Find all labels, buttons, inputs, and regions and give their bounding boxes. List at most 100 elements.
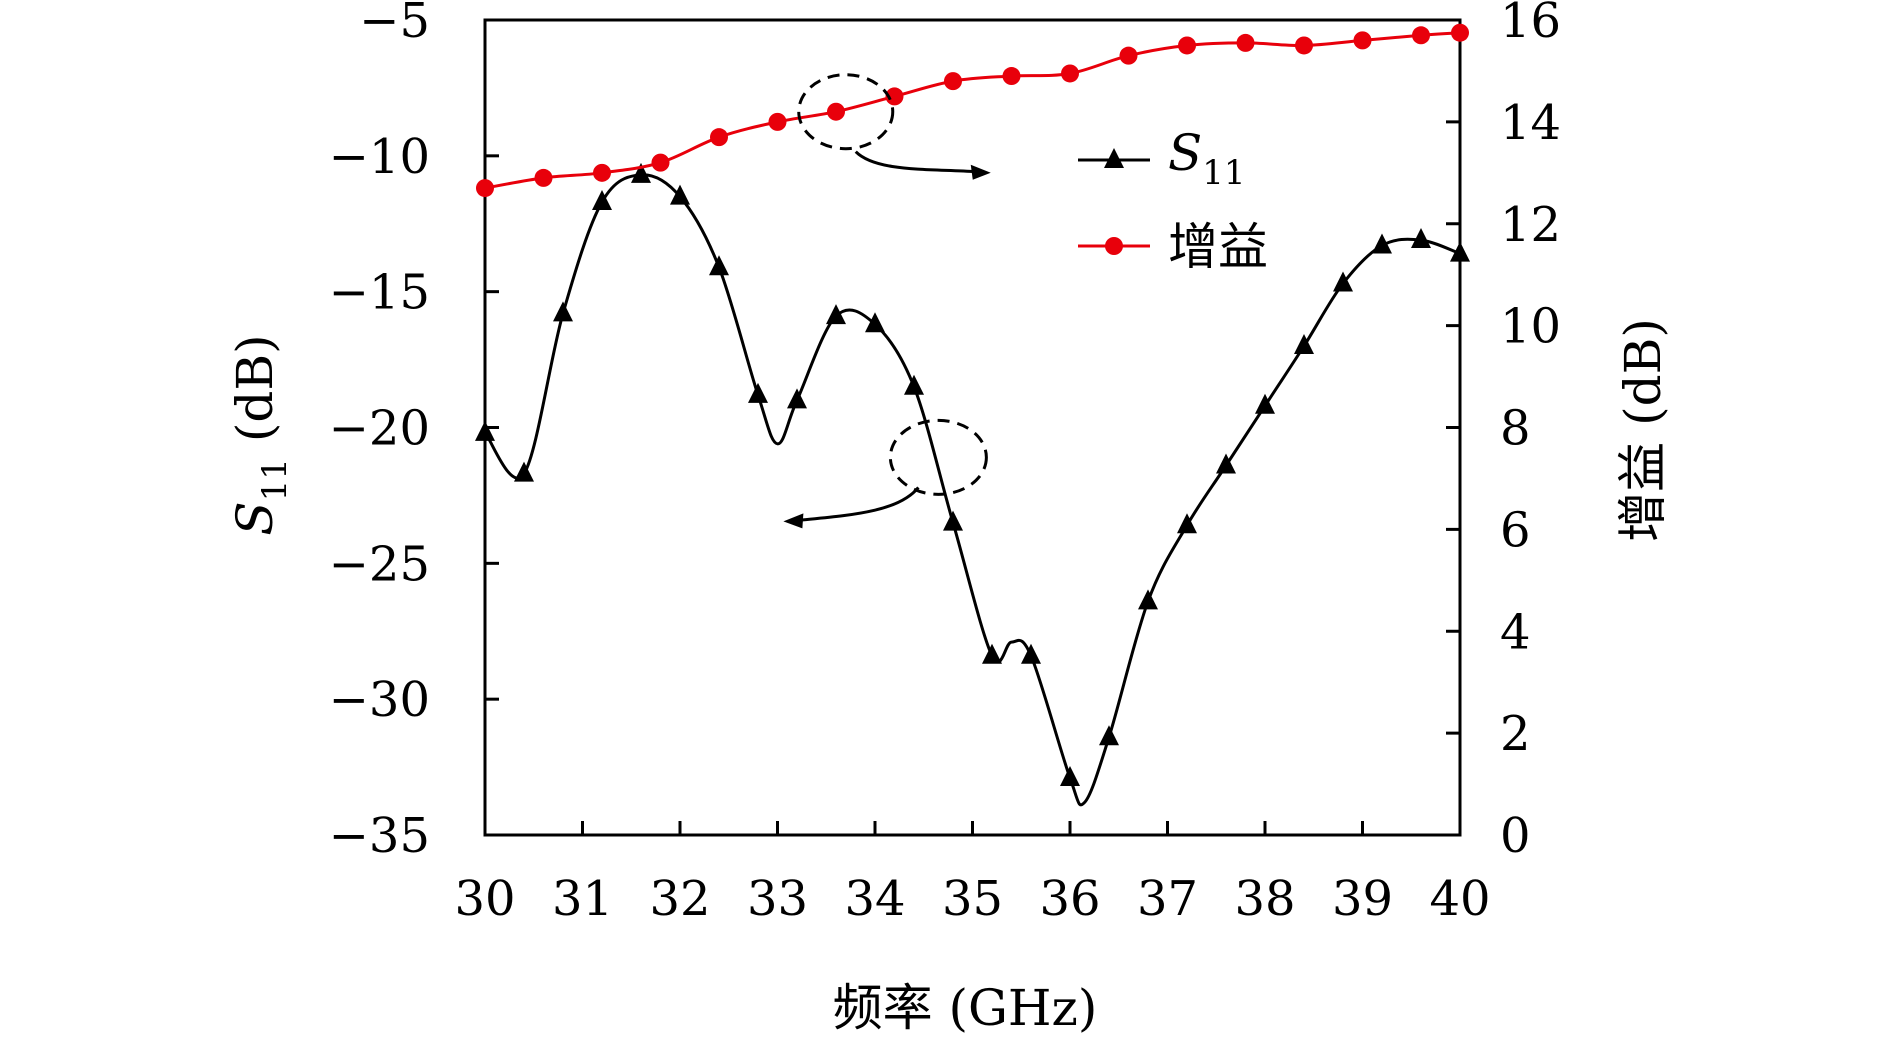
x-tick-label: 35 bbox=[942, 871, 1003, 927]
y-right-ticks: 0 2 4 6 8 10 12 14 16 bbox=[1446, 0, 1561, 864]
y-right-tick-label: 0 bbox=[1500, 808, 1531, 864]
data-point bbox=[904, 374, 924, 395]
legend-label-gain: 增益 bbox=[1168, 218, 1268, 276]
data-point bbox=[1061, 64, 1079, 83]
y-left-tick-label: −20 bbox=[329, 401, 430, 457]
annotation-ellipse-s11 bbox=[888, 418, 988, 496]
x-tick-label: 37 bbox=[1137, 871, 1198, 927]
data-point bbox=[1450, 241, 1470, 262]
data-point bbox=[1353, 31, 1372, 50]
data-point bbox=[865, 312, 885, 333]
data-point bbox=[1255, 393, 1275, 414]
y-right-tick-label: 14 bbox=[1500, 95, 1561, 151]
data-point bbox=[651, 153, 670, 172]
y-left-tick-label: −25 bbox=[329, 536, 430, 592]
data-point bbox=[1412, 26, 1430, 45]
data-point bbox=[475, 420, 495, 441]
data-point bbox=[943, 510, 963, 531]
axes bbox=[483, 18, 1462, 837]
data-point bbox=[1295, 36, 1313, 55]
legend-item-s11: S11 bbox=[1078, 124, 1246, 193]
x-tick-label: 40 bbox=[1429, 871, 1490, 927]
data-point bbox=[1333, 271, 1353, 292]
data-point bbox=[534, 168, 553, 187]
y-right-tick-label: 6 bbox=[1500, 502, 1531, 558]
data-point bbox=[1002, 67, 1021, 86]
x-axis-title: 频率 (GHz) bbox=[833, 979, 1098, 1037]
data-point bbox=[514, 461, 534, 482]
series-line bbox=[484, 31, 1461, 190]
data-point bbox=[670, 184, 690, 205]
y-left-tick-label: −5 bbox=[359, 0, 430, 49]
series-layer bbox=[475, 23, 1470, 807]
legend: S11 增益 bbox=[1078, 124, 1268, 276]
x-tick-label: 38 bbox=[1234, 871, 1295, 927]
plot-frame bbox=[483, 18, 1462, 837]
data-point bbox=[787, 388, 807, 409]
data-point bbox=[1216, 453, 1236, 474]
series-line bbox=[483, 173, 1461, 807]
data-point bbox=[1119, 46, 1138, 65]
legend-marker bbox=[1104, 148, 1124, 168]
legend-item-gain: 增益 bbox=[1078, 218, 1268, 276]
y-left-ticks: −35 −30 −25 −20 −15 −10 −5 bbox=[329, 0, 499, 864]
data-point bbox=[885, 87, 904, 106]
y-left-title-sub: 11 bbox=[255, 458, 295, 501]
x-ticks: 30 31 32 33 34 35 36 37 38 39 40 bbox=[454, 821, 1491, 927]
data-point bbox=[631, 162, 651, 183]
data-point bbox=[1060, 765, 1080, 786]
legend-label-s11-sub: 11 bbox=[1202, 153, 1245, 193]
data-point bbox=[827, 102, 845, 121]
y-left-tick-label: −15 bbox=[329, 265, 430, 321]
data-point bbox=[1099, 725, 1119, 746]
data-point bbox=[1372, 233, 1392, 254]
data-point bbox=[1138, 589, 1158, 610]
data-point bbox=[553, 301, 573, 322]
y-left-tick-label: −30 bbox=[329, 672, 430, 728]
x-tick-label: 34 bbox=[844, 871, 905, 927]
data-point bbox=[1236, 33, 1255, 52]
y-left-axis-title: S11 (dB) bbox=[226, 334, 295, 535]
data-point bbox=[1178, 36, 1196, 55]
data-point bbox=[710, 128, 728, 147]
y-right-tick-label: 10 bbox=[1500, 299, 1561, 355]
data-point bbox=[982, 643, 1002, 664]
y-right-axis-title: 增益 (dB) bbox=[1614, 318, 1672, 542]
annotation-arrow-gain bbox=[854, 150, 976, 174]
legend-marker bbox=[1105, 237, 1123, 255]
annotations bbox=[783, 73, 991, 529]
x-tick-label: 36 bbox=[1039, 871, 1100, 927]
annotation-arrow-s11 bbox=[798, 486, 920, 522]
y-right-tick-label: 2 bbox=[1500, 706, 1531, 762]
y-right-tick-label: 4 bbox=[1500, 604, 1531, 660]
x-tick-label: 31 bbox=[552, 871, 613, 927]
y-left-tick-label: −10 bbox=[329, 129, 430, 185]
data-point bbox=[826, 304, 846, 325]
x-tick-label: 33 bbox=[747, 871, 808, 927]
y-right-tick-label: 16 bbox=[1500, 0, 1561, 49]
y-right-tick-label: 8 bbox=[1500, 401, 1531, 457]
y-left-tick-label: −35 bbox=[329, 808, 430, 864]
annotation-arrowhead-s11 bbox=[783, 513, 804, 529]
series-gain bbox=[476, 23, 1469, 198]
data-point bbox=[592, 190, 612, 211]
data-point bbox=[476, 179, 494, 198]
data-point bbox=[944, 72, 962, 91]
data-point bbox=[593, 163, 611, 182]
data-point bbox=[1411, 228, 1431, 249]
x-tick-label: 39 bbox=[1332, 871, 1393, 927]
legend-label-s11: S11 bbox=[1168, 124, 1246, 193]
data-point bbox=[1177, 513, 1197, 534]
annotation-arrowhead-gain bbox=[970, 164, 991, 180]
data-point bbox=[768, 112, 787, 131]
series-s11 bbox=[475, 162, 1470, 807]
y-right-tick-label: 12 bbox=[1500, 197, 1561, 253]
x-tick-label: 30 bbox=[454, 871, 515, 927]
legend-label-s11-main: S bbox=[1168, 124, 1202, 182]
data-point bbox=[1294, 334, 1314, 354]
data-point bbox=[1451, 23, 1469, 42]
data-point bbox=[748, 382, 768, 403]
y-left-title-main: S bbox=[226, 501, 284, 535]
data-point bbox=[709, 255, 729, 276]
x-tick-label: 32 bbox=[649, 871, 710, 927]
